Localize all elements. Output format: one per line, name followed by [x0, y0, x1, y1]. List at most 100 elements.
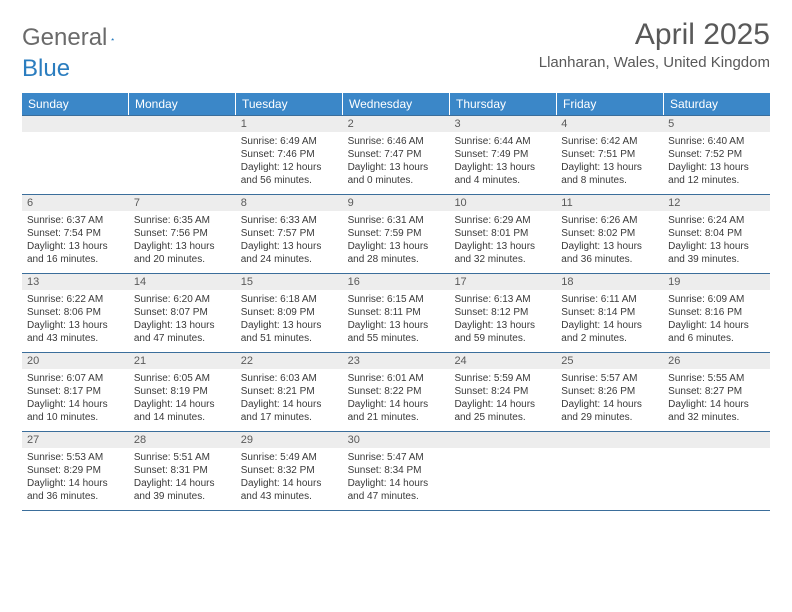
- daylight-text: Daylight: 13 hours and 12 minutes.: [668, 161, 765, 187]
- sunrise-text: Sunrise: 5:47 AM: [348, 451, 445, 464]
- sunset-text: Sunset: 8:06 PM: [27, 306, 124, 319]
- day-header: Thursday: [450, 93, 557, 115]
- day-number: [449, 432, 556, 448]
- sunrise-text: Sunrise: 6:37 AM: [27, 214, 124, 227]
- day-number: 18: [556, 274, 663, 290]
- sunrise-text: Sunrise: 5:53 AM: [27, 451, 124, 464]
- day-number: 9: [343, 195, 450, 211]
- day-number: 14: [129, 274, 236, 290]
- sunrise-text: Sunrise: 6:09 AM: [668, 293, 765, 306]
- daylight-text: Daylight: 13 hours and 16 minutes.: [27, 240, 124, 266]
- day-body: Sunrise: 5:47 AMSunset: 8:34 PMDaylight:…: [343, 448, 450, 510]
- sunrise-text: Sunrise: 6:13 AM: [454, 293, 551, 306]
- day-number: 6: [22, 195, 129, 211]
- sunrise-text: Sunrise: 6:26 AM: [561, 214, 658, 227]
- daylight-text: Daylight: 13 hours and 39 minutes.: [668, 240, 765, 266]
- day-body: Sunrise: 6:44 AMSunset: 7:49 PMDaylight:…: [449, 132, 556, 194]
- daylight-text: Daylight: 13 hours and 51 minutes.: [241, 319, 338, 345]
- sunset-text: Sunset: 7:56 PM: [134, 227, 231, 240]
- day-number: 8: [236, 195, 343, 211]
- day-body: Sunrise: 6:37 AMSunset: 7:54 PMDaylight:…: [22, 211, 129, 273]
- daylight-text: Daylight: 13 hours and 55 minutes.: [348, 319, 445, 345]
- day-number: 3: [449, 116, 556, 132]
- day-number: 17: [449, 274, 556, 290]
- sunset-text: Sunset: 8:27 PM: [668, 385, 765, 398]
- day-body: [22, 132, 129, 194]
- sunset-text: Sunset: 8:01 PM: [454, 227, 551, 240]
- day-body: Sunrise: 6:42 AMSunset: 7:51 PMDaylight:…: [556, 132, 663, 194]
- sunset-text: Sunset: 8:09 PM: [241, 306, 338, 319]
- sunset-text: Sunset: 7:51 PM: [561, 148, 658, 161]
- week-row: 12345Sunrise: 6:49 AMSunset: 7:46 PMDayl…: [22, 115, 770, 194]
- day-header: Saturday: [664, 93, 770, 115]
- sunset-text: Sunset: 8:07 PM: [134, 306, 231, 319]
- daylight-text: Daylight: 12 hours and 56 minutes.: [241, 161, 338, 187]
- day-number: 16: [343, 274, 450, 290]
- sunset-text: Sunset: 8:22 PM: [348, 385, 445, 398]
- sunrise-text: Sunrise: 5:57 AM: [561, 372, 658, 385]
- sunset-text: Sunset: 8:12 PM: [454, 306, 551, 319]
- sunrise-text: Sunrise: 6:44 AM: [454, 135, 551, 148]
- sunset-text: Sunset: 8:19 PM: [134, 385, 231, 398]
- day-header: Monday: [129, 93, 236, 115]
- day-body: Sunrise: 6:46 AMSunset: 7:47 PMDaylight:…: [343, 132, 450, 194]
- day-body: Sunrise: 6:15 AMSunset: 8:11 PMDaylight:…: [343, 290, 450, 352]
- day-header: Friday: [557, 93, 664, 115]
- daylight-text: Daylight: 13 hours and 32 minutes.: [454, 240, 551, 266]
- sunrise-text: Sunrise: 6:11 AM: [561, 293, 658, 306]
- daylight-text: Daylight: 14 hours and 25 minutes.: [454, 398, 551, 424]
- sunrise-text: Sunrise: 6:33 AM: [241, 214, 338, 227]
- daylight-text: Daylight: 13 hours and 20 minutes.: [134, 240, 231, 266]
- sunset-text: Sunset: 8:26 PM: [561, 385, 658, 398]
- sunset-text: Sunset: 8:11 PM: [348, 306, 445, 319]
- sunset-text: Sunset: 7:57 PM: [241, 227, 338, 240]
- sunset-text: Sunset: 8:24 PM: [454, 385, 551, 398]
- day-body: Sunrise: 6:35 AMSunset: 7:56 PMDaylight:…: [129, 211, 236, 273]
- day-body: Sunrise: 6:07 AMSunset: 8:17 PMDaylight:…: [22, 369, 129, 431]
- sunrise-text: Sunrise: 6:07 AM: [27, 372, 124, 385]
- day-number: 23: [343, 353, 450, 369]
- daylight-text: Daylight: 13 hours and 43 minutes.: [27, 319, 124, 345]
- day-number: [129, 116, 236, 132]
- daylight-text: Daylight: 13 hours and 0 minutes.: [348, 161, 445, 187]
- sunset-text: Sunset: 8:16 PM: [668, 306, 765, 319]
- sunset-text: Sunset: 7:49 PM: [454, 148, 551, 161]
- title-block: April 2025 Llanharan, Wales, United King…: [539, 18, 770, 71]
- daylight-text: Daylight: 14 hours and 14 minutes.: [134, 398, 231, 424]
- brand-text-1: General: [22, 24, 107, 52]
- day-body: Sunrise: 6:01 AMSunset: 8:22 PMDaylight:…: [343, 369, 450, 431]
- day-body: Sunrise: 5:51 AMSunset: 8:31 PMDaylight:…: [129, 448, 236, 510]
- daylight-text: Daylight: 14 hours and 36 minutes.: [27, 477, 124, 503]
- daylight-text: Daylight: 13 hours and 28 minutes.: [348, 240, 445, 266]
- sunset-text: Sunset: 8:29 PM: [27, 464, 124, 477]
- sunrise-text: Sunrise: 6:01 AM: [348, 372, 445, 385]
- sunrise-text: Sunrise: 6:18 AM: [241, 293, 338, 306]
- day-number: 7: [129, 195, 236, 211]
- daylight-text: Daylight: 14 hours and 39 minutes.: [134, 477, 231, 503]
- sunrise-text: Sunrise: 6:20 AM: [134, 293, 231, 306]
- week-row: 13141516171819Sunrise: 6:22 AMSunset: 8:…: [22, 273, 770, 352]
- day-number: 15: [236, 274, 343, 290]
- calendar-grid: SundayMondayTuesdayWednesdayThursdayFrid…: [22, 93, 770, 511]
- month-title: April 2025: [539, 18, 770, 52]
- sunrise-text: Sunrise: 5:55 AM: [668, 372, 765, 385]
- sunset-text: Sunset: 7:54 PM: [27, 227, 124, 240]
- daylight-text: Daylight: 14 hours and 47 minutes.: [348, 477, 445, 503]
- sunset-text: Sunset: 8:02 PM: [561, 227, 658, 240]
- sunrise-text: Sunrise: 6:40 AM: [668, 135, 765, 148]
- day-body: Sunrise: 6:22 AMSunset: 8:06 PMDaylight:…: [22, 290, 129, 352]
- daylight-text: Daylight: 13 hours and 59 minutes.: [454, 319, 551, 345]
- day-number: 24: [449, 353, 556, 369]
- sunrise-text: Sunrise: 6:03 AM: [241, 372, 338, 385]
- day-body: Sunrise: 6:11 AMSunset: 8:14 PMDaylight:…: [556, 290, 663, 352]
- day-number: 27: [22, 432, 129, 448]
- sunset-text: Sunset: 8:31 PM: [134, 464, 231, 477]
- sunset-text: Sunset: 8:17 PM: [27, 385, 124, 398]
- day-number: 5: [663, 116, 770, 132]
- sunset-text: Sunset: 8:32 PM: [241, 464, 338, 477]
- day-number: 28: [129, 432, 236, 448]
- sunset-text: Sunset: 8:21 PM: [241, 385, 338, 398]
- sunrise-text: Sunrise: 6:46 AM: [348, 135, 445, 148]
- day-number: 25: [556, 353, 663, 369]
- sunrise-text: Sunrise: 6:31 AM: [348, 214, 445, 227]
